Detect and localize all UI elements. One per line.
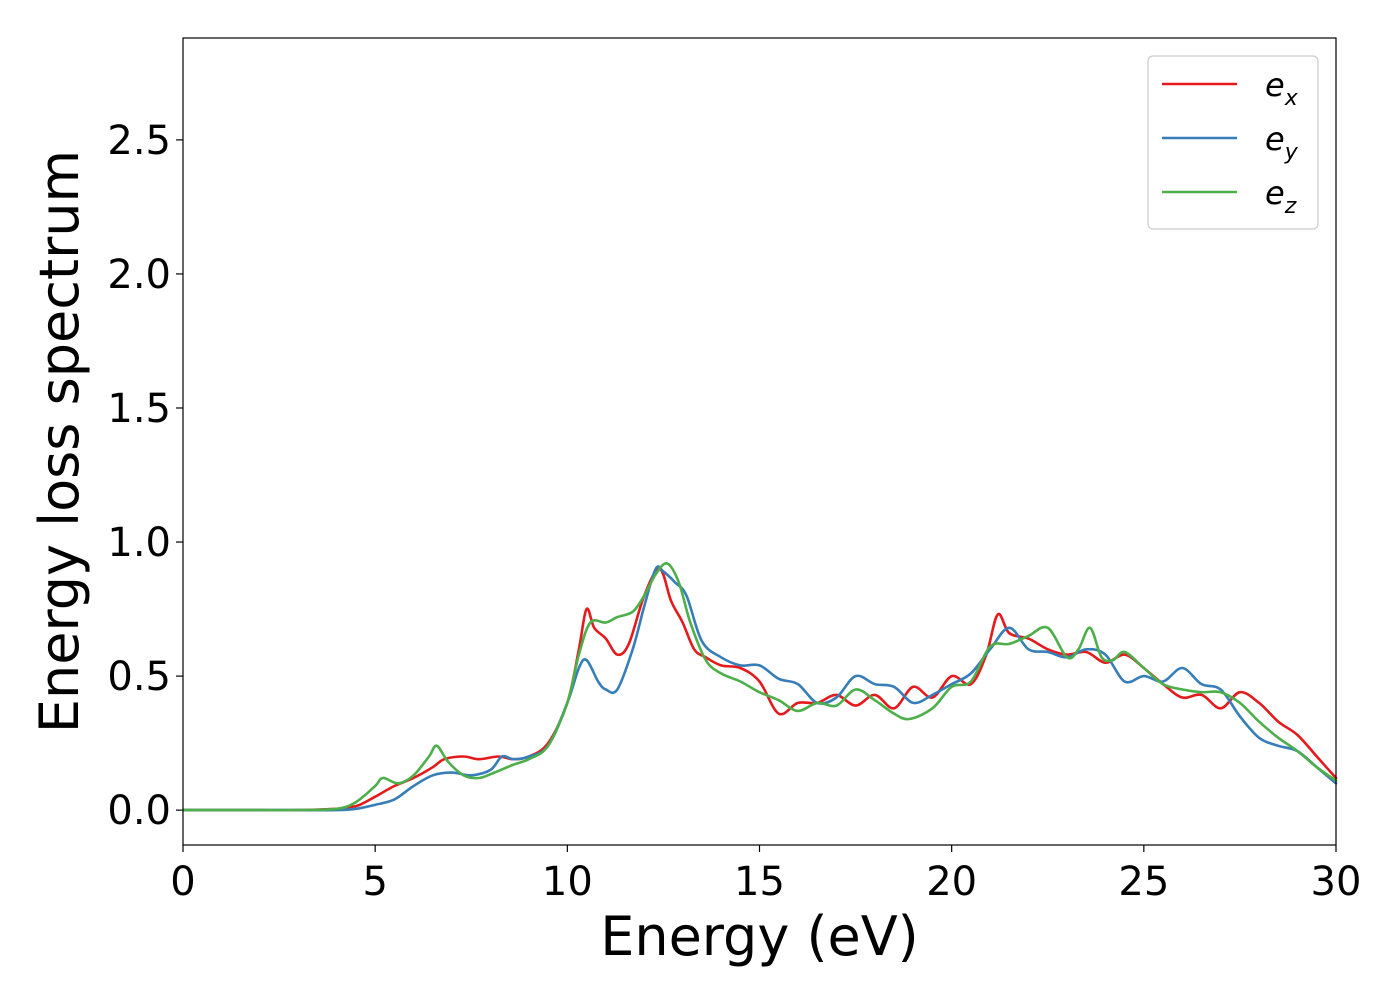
legend-box — [1147, 55, 1319, 230]
y-tick-label: 1.0 — [107, 520, 171, 566]
x-axis: 0 5 10 15 20 25 30 — [170, 845, 1361, 905]
y-axis: 0.0 0.5 1.0 1.5 2.0 2.5 — [107, 118, 183, 834]
y-tick-label: 2.0 — [107, 252, 171, 298]
y-tick-label: 1.5 — [107, 386, 171, 432]
x-tick-label: 30 — [1311, 859, 1362, 905]
series-line-z — [181, 562, 1338, 812]
x-tick-label: 5 — [362, 859, 387, 905]
x-tick-label: 25 — [1118, 859, 1169, 905]
x-tick-label: 0 — [170, 859, 195, 905]
y-tick-label: 2.5 — [107, 118, 171, 164]
x-tick-label: 10 — [542, 859, 593, 905]
x-tick-label: 20 — [926, 859, 977, 905]
x-axis-label: Energy (eV) — [600, 905, 919, 968]
y-axis-label: Energy loss spectrum — [28, 150, 91, 733]
x-tick-label: 15 — [734, 859, 785, 905]
series-line-x — [181, 567, 1338, 812]
legend-label-x: ex — [1265, 66, 1299, 111]
series-layer — [181, 562, 1338, 812]
legend-label-y: ey — [1265, 120, 1299, 165]
plot-frame — [182, 37, 1337, 846]
legend: ex ey ez — [1147, 55, 1319, 230]
y-tick-label: 0.0 — [107, 788, 171, 834]
legend-label-z: ez — [1265, 174, 1297, 219]
y-tick-label: 0.5 — [107, 654, 171, 700]
series-line-y — [181, 565, 1338, 812]
